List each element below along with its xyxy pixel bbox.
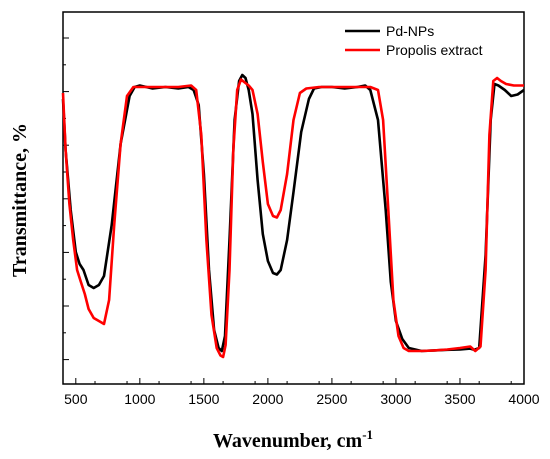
x-axis-title-superscript: -1 bbox=[362, 427, 373, 442]
x-tick-label: 2000 bbox=[252, 391, 283, 407]
x-tick-label: 4000 bbox=[508, 391, 539, 407]
legend: Pd-NPs Propolis extract bbox=[345, 23, 483, 58]
x-tick-label: 3500 bbox=[444, 391, 475, 407]
series-line-propolis-extract bbox=[61, 76, 524, 359]
x-axis-title-main: Wavenumber, cm bbox=[213, 430, 363, 452]
y-axis-ticks bbox=[63, 37, 69, 361]
x-axis-ticks: 500 1000 1500 2000 2500 3000 3500 4000 bbox=[62, 378, 540, 407]
x-tick-label: 500 bbox=[64, 391, 88, 407]
series-layer bbox=[61, 73, 525, 359]
x-tick-label: 2500 bbox=[316, 391, 347, 407]
legend-label-propolis-extract: Propolis extract bbox=[386, 42, 483, 58]
legend-label-pd-nps: Pd-NPs bbox=[386, 23, 434, 39]
x-tick-label: 1000 bbox=[124, 391, 155, 407]
y-axis-title: Transmittance, % bbox=[9, 123, 31, 277]
plot-area-border bbox=[62, 11, 525, 385]
plot-frame bbox=[62, 11, 525, 385]
x-axis-title: Wavenumber, cm-1 bbox=[213, 427, 373, 452]
x-tick-label: 3000 bbox=[380, 391, 411, 407]
x-tick-label: 1500 bbox=[188, 391, 219, 407]
